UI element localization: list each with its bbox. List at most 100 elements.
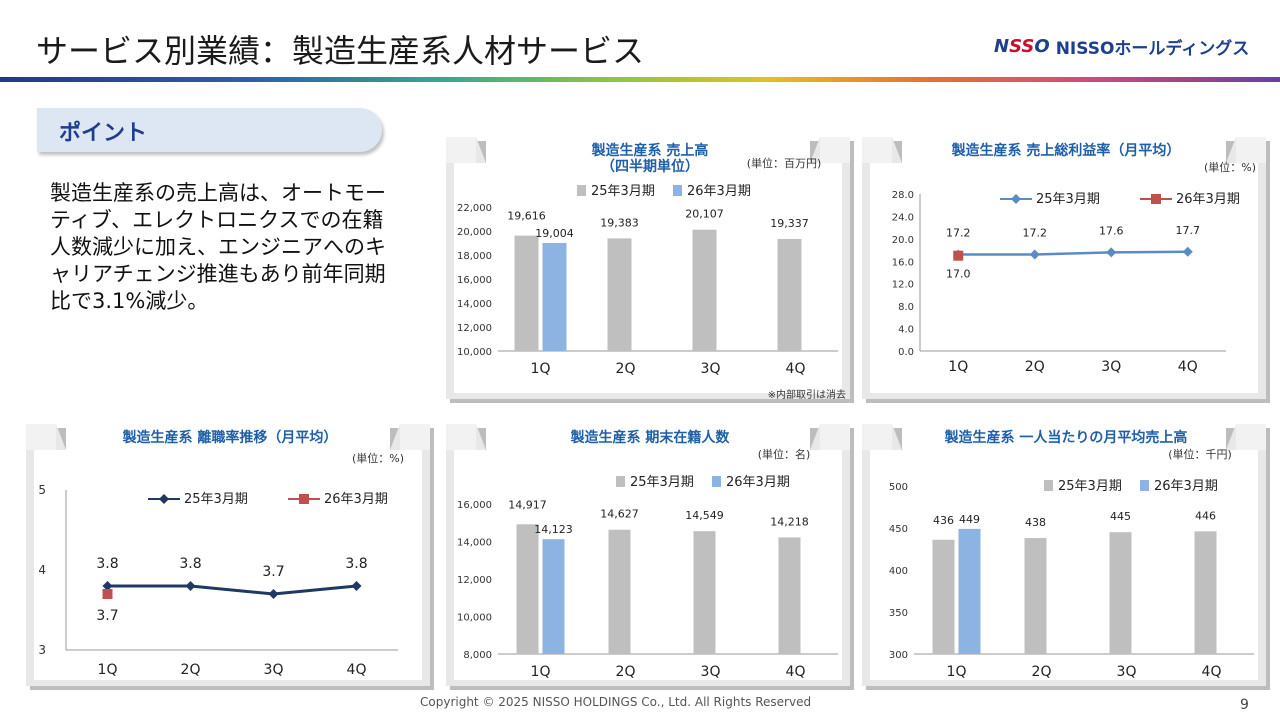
y-tick-label: 14,000 — [457, 538, 492, 549]
x-tick-label-4Q: 4Q — [786, 361, 806, 377]
data-label-prev-2Q: 3.8 — [179, 556, 201, 572]
y-tick-label: 16,000 — [457, 275, 492, 286]
panel-title-bg — [486, 137, 810, 163]
x-tick-label-1Q: 1Q — [947, 664, 967, 680]
x-tick-label-1Q: 1Q — [948, 359, 968, 375]
x-tick-label-3Q: 3Q — [1117, 664, 1137, 680]
legend-label-curr: 26年3月期 — [726, 475, 790, 490]
line-prev — [958, 250, 1188, 256]
y-tick-label: 10,000 — [457, 347, 492, 358]
y-tick-label: 28.0 — [892, 190, 914, 201]
bar-curr-1Q — [542, 539, 565, 654]
legend-swatch-curr — [712, 476, 721, 487]
plot-bg — [870, 163, 1258, 393]
y-tick-label: 450 — [889, 524, 908, 535]
plot-bg — [34, 450, 422, 680]
data-label-curr-1Q: 17.0 — [946, 268, 971, 281]
x-tick-label-3Q: 3Q — [264, 662, 284, 678]
data-label-prev-1Q: 436 — [933, 514, 954, 527]
logo-text: NISSOホールディングス — [1055, 39, 1250, 59]
bar-prev-1Q — [932, 539, 955, 654]
bar-prev-4Q — [778, 537, 801, 654]
legend-label-curr: 26年3月期 — [324, 492, 388, 507]
chart-turnover: 製造生産系 離職率推移（月平均） (単位：%) 25年3月期 26年3月期 3 4 5 3.8… — [26, 424, 434, 690]
bar-prev-1Q — [516, 524, 539, 654]
panel-tab-right — [400, 424, 430, 450]
page-title: サービス別業績：製造生産系人材サービス — [36, 32, 645, 70]
marker-prev-4Q — [351, 581, 362, 591]
panel-tab-left — [862, 424, 892, 450]
y-tick-label: 16,000 — [457, 500, 492, 511]
chart-unit: (単位：%) — [1204, 160, 1256, 174]
marker-curr-1Q — [953, 250, 964, 261]
bar-prev-2Q — [608, 529, 631, 654]
data-label-curr-1Q: 449 — [959, 513, 980, 526]
panel-tab-left — [446, 424, 476, 450]
x-tick-label-2Q: 2Q — [616, 361, 636, 377]
chart-headcount: 製造生産系 期末在籍人数 (単位：名) 25年3月期 26年3月期 8,000 10,00… — [446, 424, 854, 690]
marker-prev-2Q — [1029, 249, 1040, 260]
x-tick-label-2Q: 2Q — [1025, 359, 1045, 375]
data-label-prev-4Q: 19,337 — [770, 217, 809, 230]
y-tick-label: 24.0 — [892, 212, 914, 223]
chart-subtitle: （四半期単位） — [601, 158, 699, 175]
y-tick-label: 20,000 — [457, 227, 492, 238]
data-label-curr-1Q: 3.7 — [96, 608, 118, 624]
x-tick-label-1Q: 1Q — [531, 361, 551, 377]
copyright-text: Copyright © 2025 NISSO HOLDINGS Co., Ltd… — [420, 695, 812, 709]
data-label-curr-1Q: 14,123 — [534, 523, 573, 536]
chart-title: 製造生産系 一人当たりの月平均売上高 — [944, 429, 1188, 446]
y-tick-label: 400 — [889, 566, 908, 577]
chart-title: 製造生産系 期末在籍人数 — [570, 429, 731, 446]
legend-label-curr: 26年3月期 — [1176, 192, 1240, 207]
y-tick-label: 4 — [38, 563, 46, 577]
bar-prev-3Q — [692, 229, 717, 351]
chart-title: 製造生産系 売上高 — [591, 142, 709, 159]
data-label-prev-3Q: 3.7 — [262, 564, 284, 580]
x-tick-label-2Q: 2Q — [181, 662, 201, 678]
y-tick-label: 14,000 — [457, 299, 492, 310]
y-tick-label: 12,000 — [457, 323, 492, 334]
point-tab-label: ポイント — [59, 121, 148, 146]
data-label-prev-4Q: 17.7 — [1176, 224, 1201, 237]
legend-label-curr: 26年3月期 — [687, 184, 751, 199]
data-label-prev-4Q: 446 — [1195, 509, 1216, 522]
chart-unit: (単位：千円) — [1168, 447, 1232, 461]
chart-note: ※内部取引は消去 — [768, 388, 846, 401]
x-tick-label-4Q: 4Q — [347, 662, 367, 678]
legend-label-prev: 25年3月期 — [1036, 192, 1100, 207]
y-tick-label: 12,000 — [457, 575, 492, 586]
chart-panel-turnover: 製造生産系 離職率推移（月平均） (単位：%) 25年3月期 26年3月期 3 4 5 3.8… — [26, 424, 434, 690]
bar-prev-2Q — [1024, 538, 1047, 654]
y-tick-label: 350 — [889, 608, 908, 619]
data-label-prev-4Q: 3.8 — [345, 556, 367, 572]
chart-title: 製造生産系 売上総利益率（月平均） — [951, 142, 1181, 159]
data-label-prev-3Q: 445 — [1110, 510, 1131, 523]
marker-curr-1Q — [102, 589, 113, 599]
y-tick-label: 12.0 — [892, 280, 914, 291]
data-label-prev-2Q: 17.2 — [1023, 227, 1048, 240]
panel-title-bg — [486, 424, 810, 450]
data-label-prev-2Q: 19,383 — [600, 216, 639, 229]
legend-label-prev: 25年3月期 — [1058, 479, 1122, 494]
marker-prev-1Q — [102, 581, 113, 591]
y-tick-label: 4.0 — [898, 325, 914, 336]
x-tick-label-2Q: 2Q — [616, 664, 636, 680]
line-prev — [107, 584, 357, 596]
data-label-prev-1Q: 3.8 — [96, 556, 118, 572]
legend-marker-curr — [1151, 194, 1161, 204]
chart-panel-sales: 製造生産系 売上高 （四半期単位） (単位：百万円) 25年3月期 26年3月期 10,0… — [446, 137, 854, 403]
panel-tab-right — [820, 424, 850, 450]
x-tick-label-4Q: 4Q — [1178, 359, 1198, 375]
panel-title-bg — [902, 424, 1226, 450]
panel-tab-right — [1236, 137, 1266, 163]
bar-prev-3Q — [1109, 532, 1132, 654]
data-label-prev-1Q: 17.2 — [946, 227, 971, 240]
y-tick-label: 500 — [889, 482, 908, 493]
y-tick-label: 0.0 — [898, 347, 914, 358]
data-label-prev-2Q: 14,627 — [600, 508, 639, 521]
bar-prev-2Q — [607, 238, 632, 351]
panel-tab-right — [1236, 424, 1266, 450]
legend-label-prev: 25年3月期 — [630, 475, 694, 490]
company-logo: NSSO NISSOホールディングス — [994, 34, 1249, 59]
